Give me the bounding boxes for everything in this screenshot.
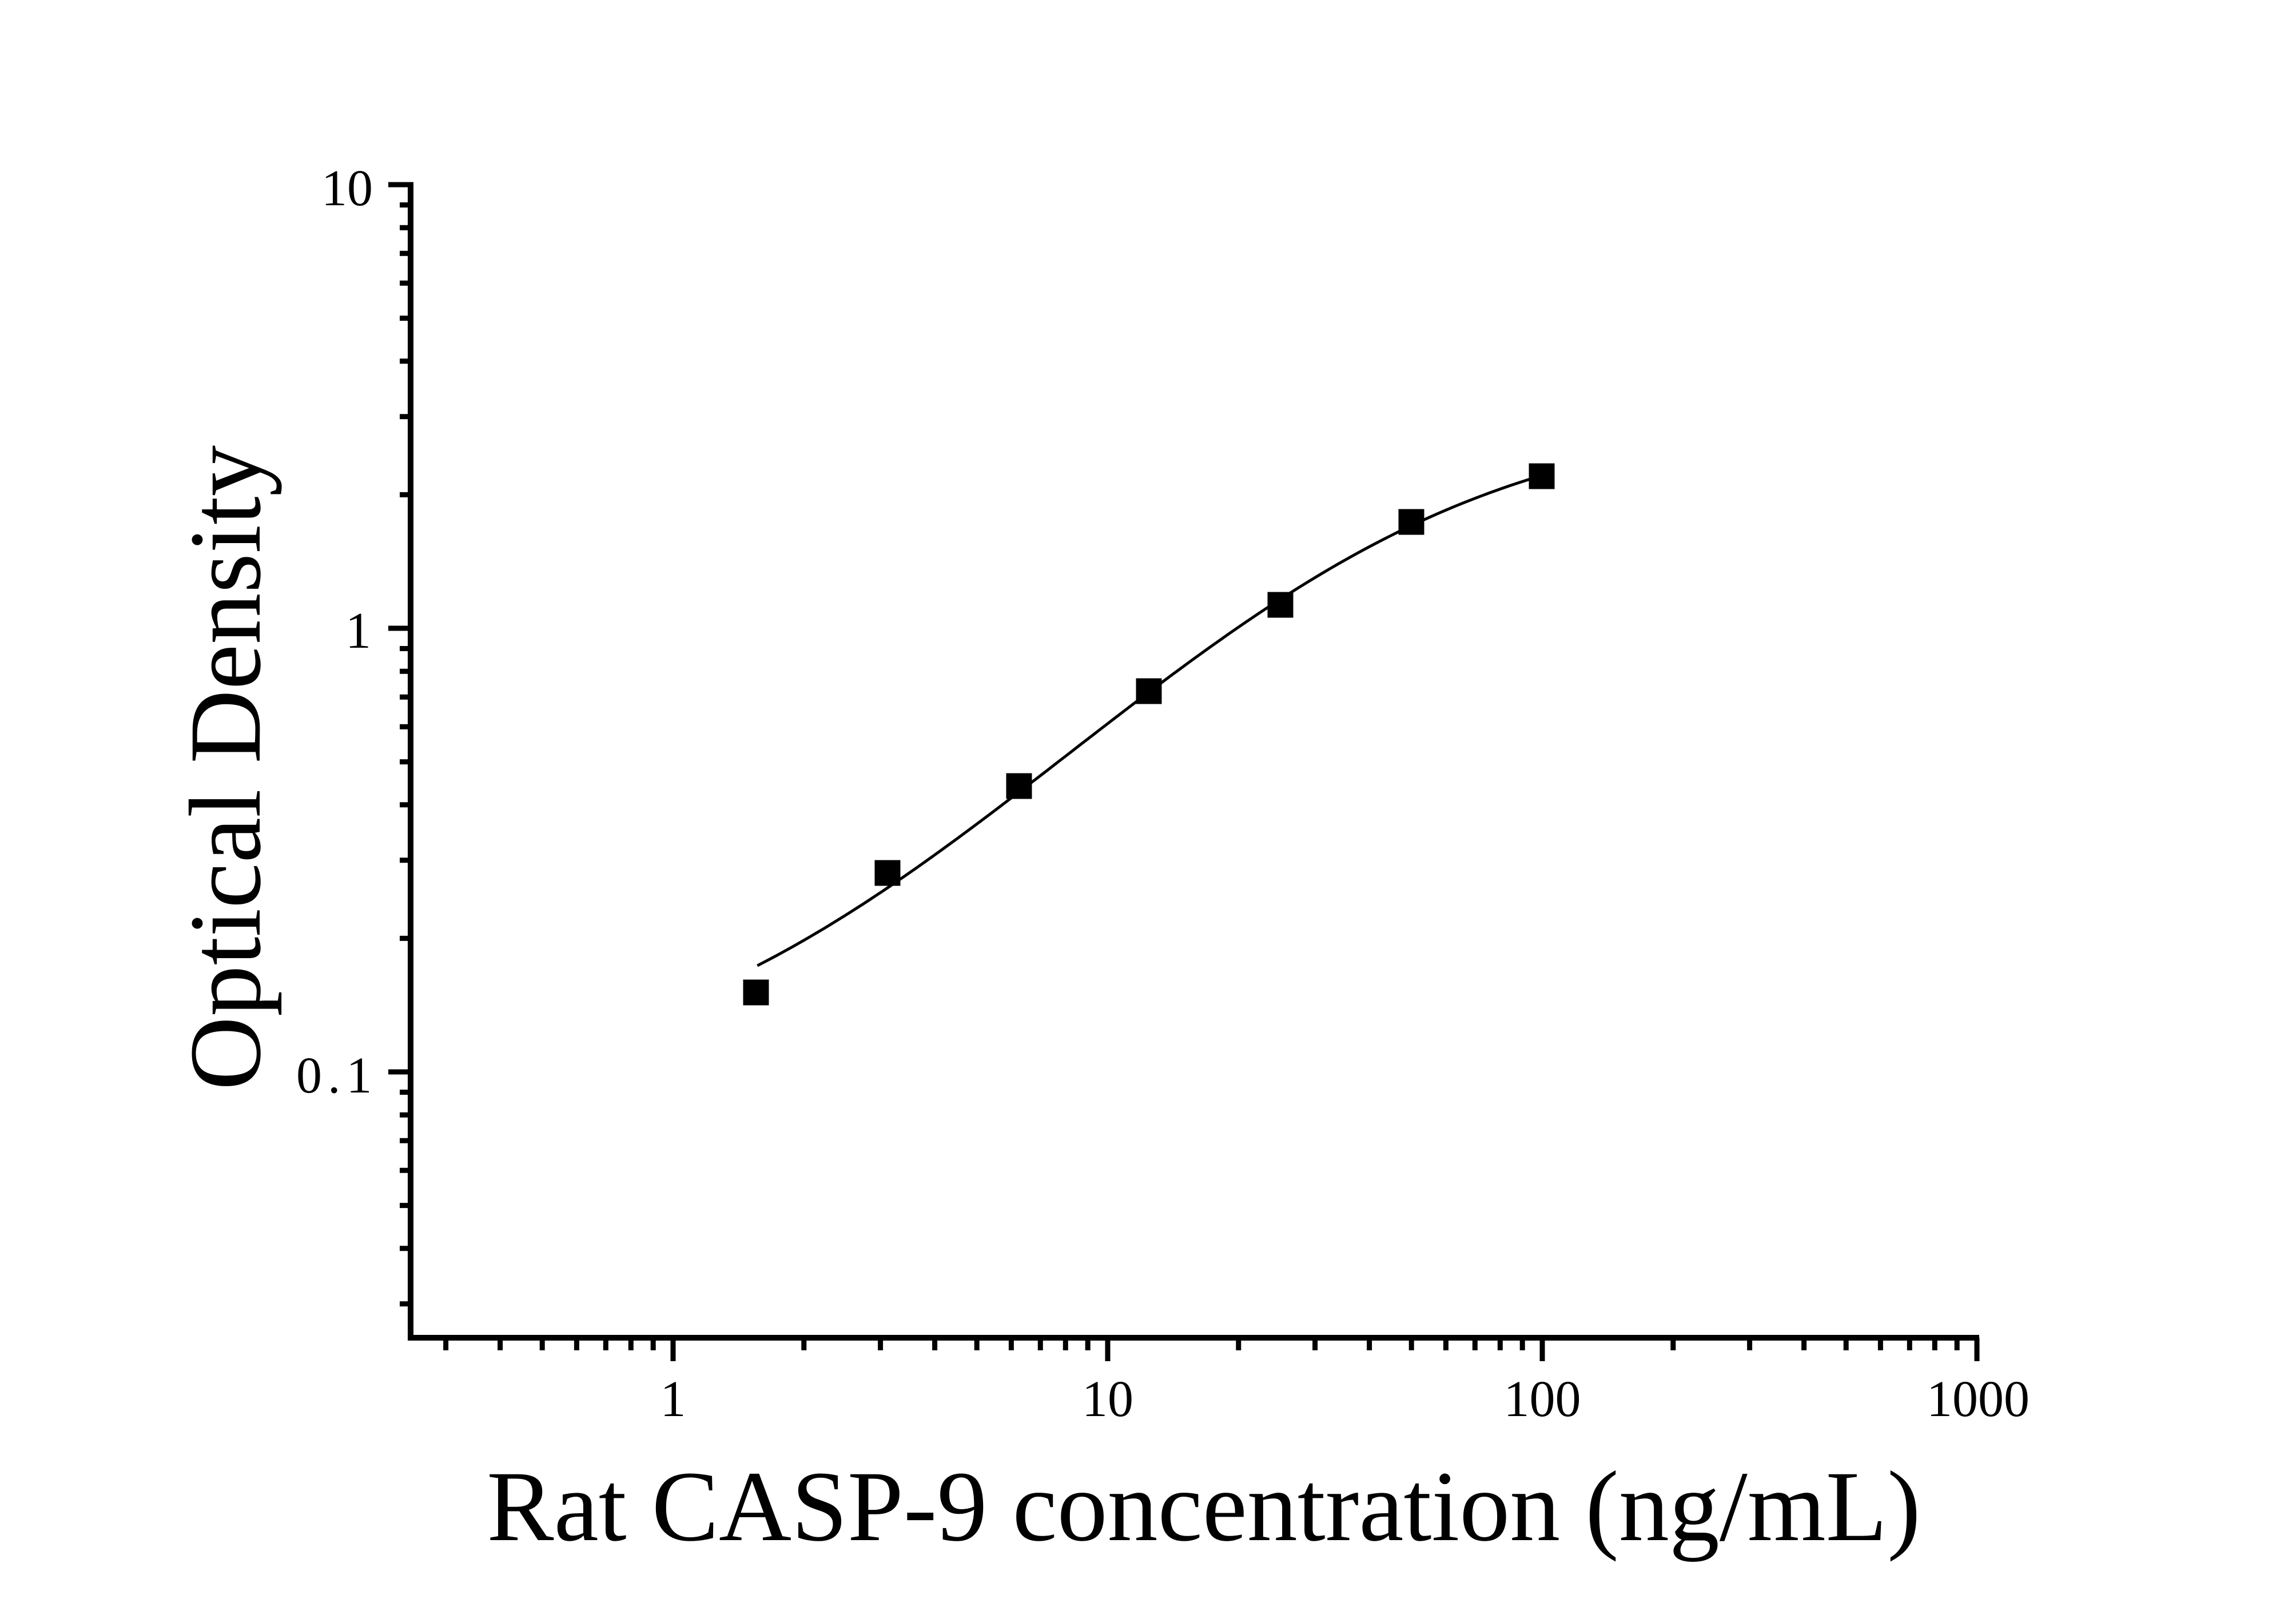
svg-text:Optical Density: Optical Density bbox=[168, 445, 282, 1090]
svg-text:Rat CASP-9 concentration (ng/m: Rat CASP-9 concentration (ng/mL) bbox=[487, 1451, 1921, 1562]
svg-text:100: 100 bbox=[1504, 1371, 1581, 1427]
svg-text:0.1: 0.1 bbox=[296, 1047, 378, 1104]
svg-text:1000: 1000 bbox=[1927, 1371, 2030, 1427]
svg-text:10: 10 bbox=[321, 160, 373, 217]
svg-text:1: 1 bbox=[660, 1371, 686, 1427]
svg-text:10: 10 bbox=[1082, 1371, 1133, 1427]
svg-text:1: 1 bbox=[345, 603, 371, 659]
